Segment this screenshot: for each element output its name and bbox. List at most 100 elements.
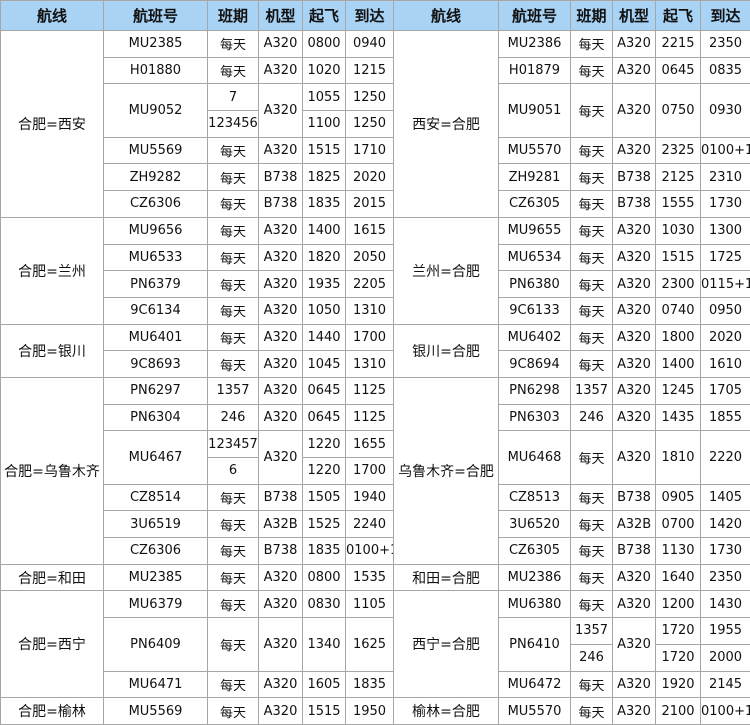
arrival-time: 1955 <box>700 617 750 645</box>
flight-number: MU9656 <box>103 216 208 245</box>
arrival-time: 2145 <box>700 670 750 699</box>
header-cell: 到达 <box>700 0 750 31</box>
schedule-days: 1357 <box>207 376 259 405</box>
arrival-time: 1125 <box>345 376 394 405</box>
flight-number: PN6380 <box>498 270 571 298</box>
route: 西宁=合肥 <box>393 590 499 699</box>
arrival-time: 2050 <box>345 243 394 272</box>
table-row: CZ6306 每天 B738 1835 0100+1 CZ6305 每天 B738 1130 17… <box>1 537 750 565</box>
flight-number: 9C8694 <box>498 350 571 378</box>
arrival-time: 1610 <box>700 350 750 378</box>
aircraft: A320 <box>258 30 303 58</box>
arrival-time: 1535 <box>345 563 394 592</box>
table-row: 合肥=乌鲁木齐 PN6297 1357 A320 0645 1125 乌鲁木齐=合肥 PN62… <box>0 376 750 565</box>
schedule-days: 每天 <box>570 296 613 325</box>
flight-number: MU6533 <box>103 243 208 272</box>
flight-number: PN6297 <box>103 376 208 405</box>
departure-time: 1810 <box>655 430 701 485</box>
aircraft: A320 <box>258 403 303 432</box>
flight-number: MU9052 <box>103 83 208 138</box>
departure-time: 1935 <box>302 270 346 298</box>
departure-time: 0750 <box>655 83 701 138</box>
aircraft: B738 <box>612 190 656 218</box>
schedule-days: 每天 <box>570 323 613 352</box>
aircraft: A320 <box>258 617 303 672</box>
arrival-time: 1705 <box>700 376 750 405</box>
header-cell: 到达 <box>345 0 394 31</box>
arrival-time: 1300 <box>700 216 750 245</box>
flight-number: MU6402 <box>498 323 571 352</box>
schedule-days: 每天 <box>207 216 259 245</box>
schedule-days: 每天 <box>570 56 613 85</box>
flight-number: MU9051 <box>498 83 571 138</box>
arrival-time: 2350 <box>700 30 750 58</box>
flight-number: PN6298 <box>498 376 571 405</box>
header-cell: 起飞 <box>302 0 346 31</box>
arrival-time: 1125 <box>345 403 394 432</box>
table-row: 合肥=西宁 MU6379 每天 A320 0830 1105 西宁=合肥 MU6380 每天 A3… <box>0 590 750 699</box>
table-row: MU6471 每天 A320 1605 1835 MU6472 每天 A320 1920 2145 <box>1 670 750 699</box>
arrival-time: 0940 <box>345 30 394 58</box>
arrival-time: 0100+1 <box>700 697 750 725</box>
departure-time: 1605 <box>302 670 346 699</box>
arrival-time: 1625 <box>345 617 394 672</box>
flight-number: PN6303 <box>498 403 571 432</box>
arrival-time: 1105 <box>345 590 394 619</box>
aircraft: A320 <box>612 243 656 272</box>
schedule-days: 每天 <box>570 350 613 378</box>
schedule-days: 每天 <box>570 216 613 245</box>
table-row: 246 1720 2000 <box>1 643 750 672</box>
departure-time: 1440 <box>302 323 346 352</box>
aircraft: A320 <box>258 670 303 699</box>
flight-number: CZ6306 <box>103 537 208 565</box>
arrival-time: 1940 <box>345 483 394 512</box>
departure-time: 1920 <box>655 670 701 699</box>
schedule-days: 每天 <box>570 483 613 512</box>
schedule-days: 每天 <box>570 136 613 165</box>
flight-number: PN6409 <box>103 617 208 672</box>
flight-number: MU2385 <box>103 30 208 58</box>
departure-time: 1055 <box>302 83 346 112</box>
flight-number: ZH9282 <box>103 163 208 192</box>
aircraft: A320 <box>612 403 656 432</box>
table-row: MU9052 7 A320 1055 1250 MU9051 每天 A320 0750 0930 <box>1 83 750 138</box>
route: 合肥=和田 <box>0 563 104 592</box>
schedule-days: 每天 <box>207 670 259 699</box>
departure-time: 1525 <box>302 510 346 539</box>
schedule-days: 246 <box>207 403 259 432</box>
schedule-days: 每天 <box>570 563 613 592</box>
header-cell: 航线 <box>393 0 499 31</box>
departure-time: 0905 <box>655 483 701 512</box>
departure-time: 2215 <box>655 30 701 58</box>
flight-number: CZ6305 <box>498 190 571 218</box>
schedule-days: 每天 <box>570 537 613 565</box>
schedule-days: 每天 <box>570 430 613 485</box>
aircraft: A320 <box>258 56 303 85</box>
departure-time: 1515 <box>302 136 346 165</box>
flight-number: MU6467 <box>103 430 208 485</box>
arrival-time: 0930 <box>700 83 750 138</box>
flight-number: MU6534 <box>498 243 571 272</box>
header-cell: 机型 <box>258 0 303 31</box>
departure-time: 1820 <box>302 243 346 272</box>
aircraft: A320 <box>612 590 656 619</box>
flight-number: 3U6520 <box>498 510 571 539</box>
arrival-time: 1405 <box>700 483 750 512</box>
route: 兰州=合肥 <box>393 216 499 325</box>
aircraft: A320 <box>258 243 303 272</box>
departure-time: 1835 <box>302 190 346 218</box>
schedule-days: 1357 <box>570 617 613 645</box>
header-cell: 航班号 <box>498 0 571 31</box>
route: 银川=合肥 <box>393 323 499 378</box>
departure-time: 1200 <box>655 590 701 619</box>
table-row: ZH9282 每天 B738 1825 2020 ZH9281 每天 B738 2125 2310 <box>1 163 750 192</box>
schedule-days: 每天 <box>570 83 613 138</box>
route: 合肥=乌鲁木齐 <box>0 376 104 565</box>
header-cell: 机型 <box>612 0 656 31</box>
aircraft: A320 <box>258 697 303 725</box>
schedule-days: 每天 <box>570 243 613 272</box>
aircraft: A320 <box>612 30 656 58</box>
flight-number: CZ6305 <box>498 537 571 565</box>
header-cell: 航班号 <box>103 0 208 31</box>
departure-time: 1100 <box>302 110 346 138</box>
